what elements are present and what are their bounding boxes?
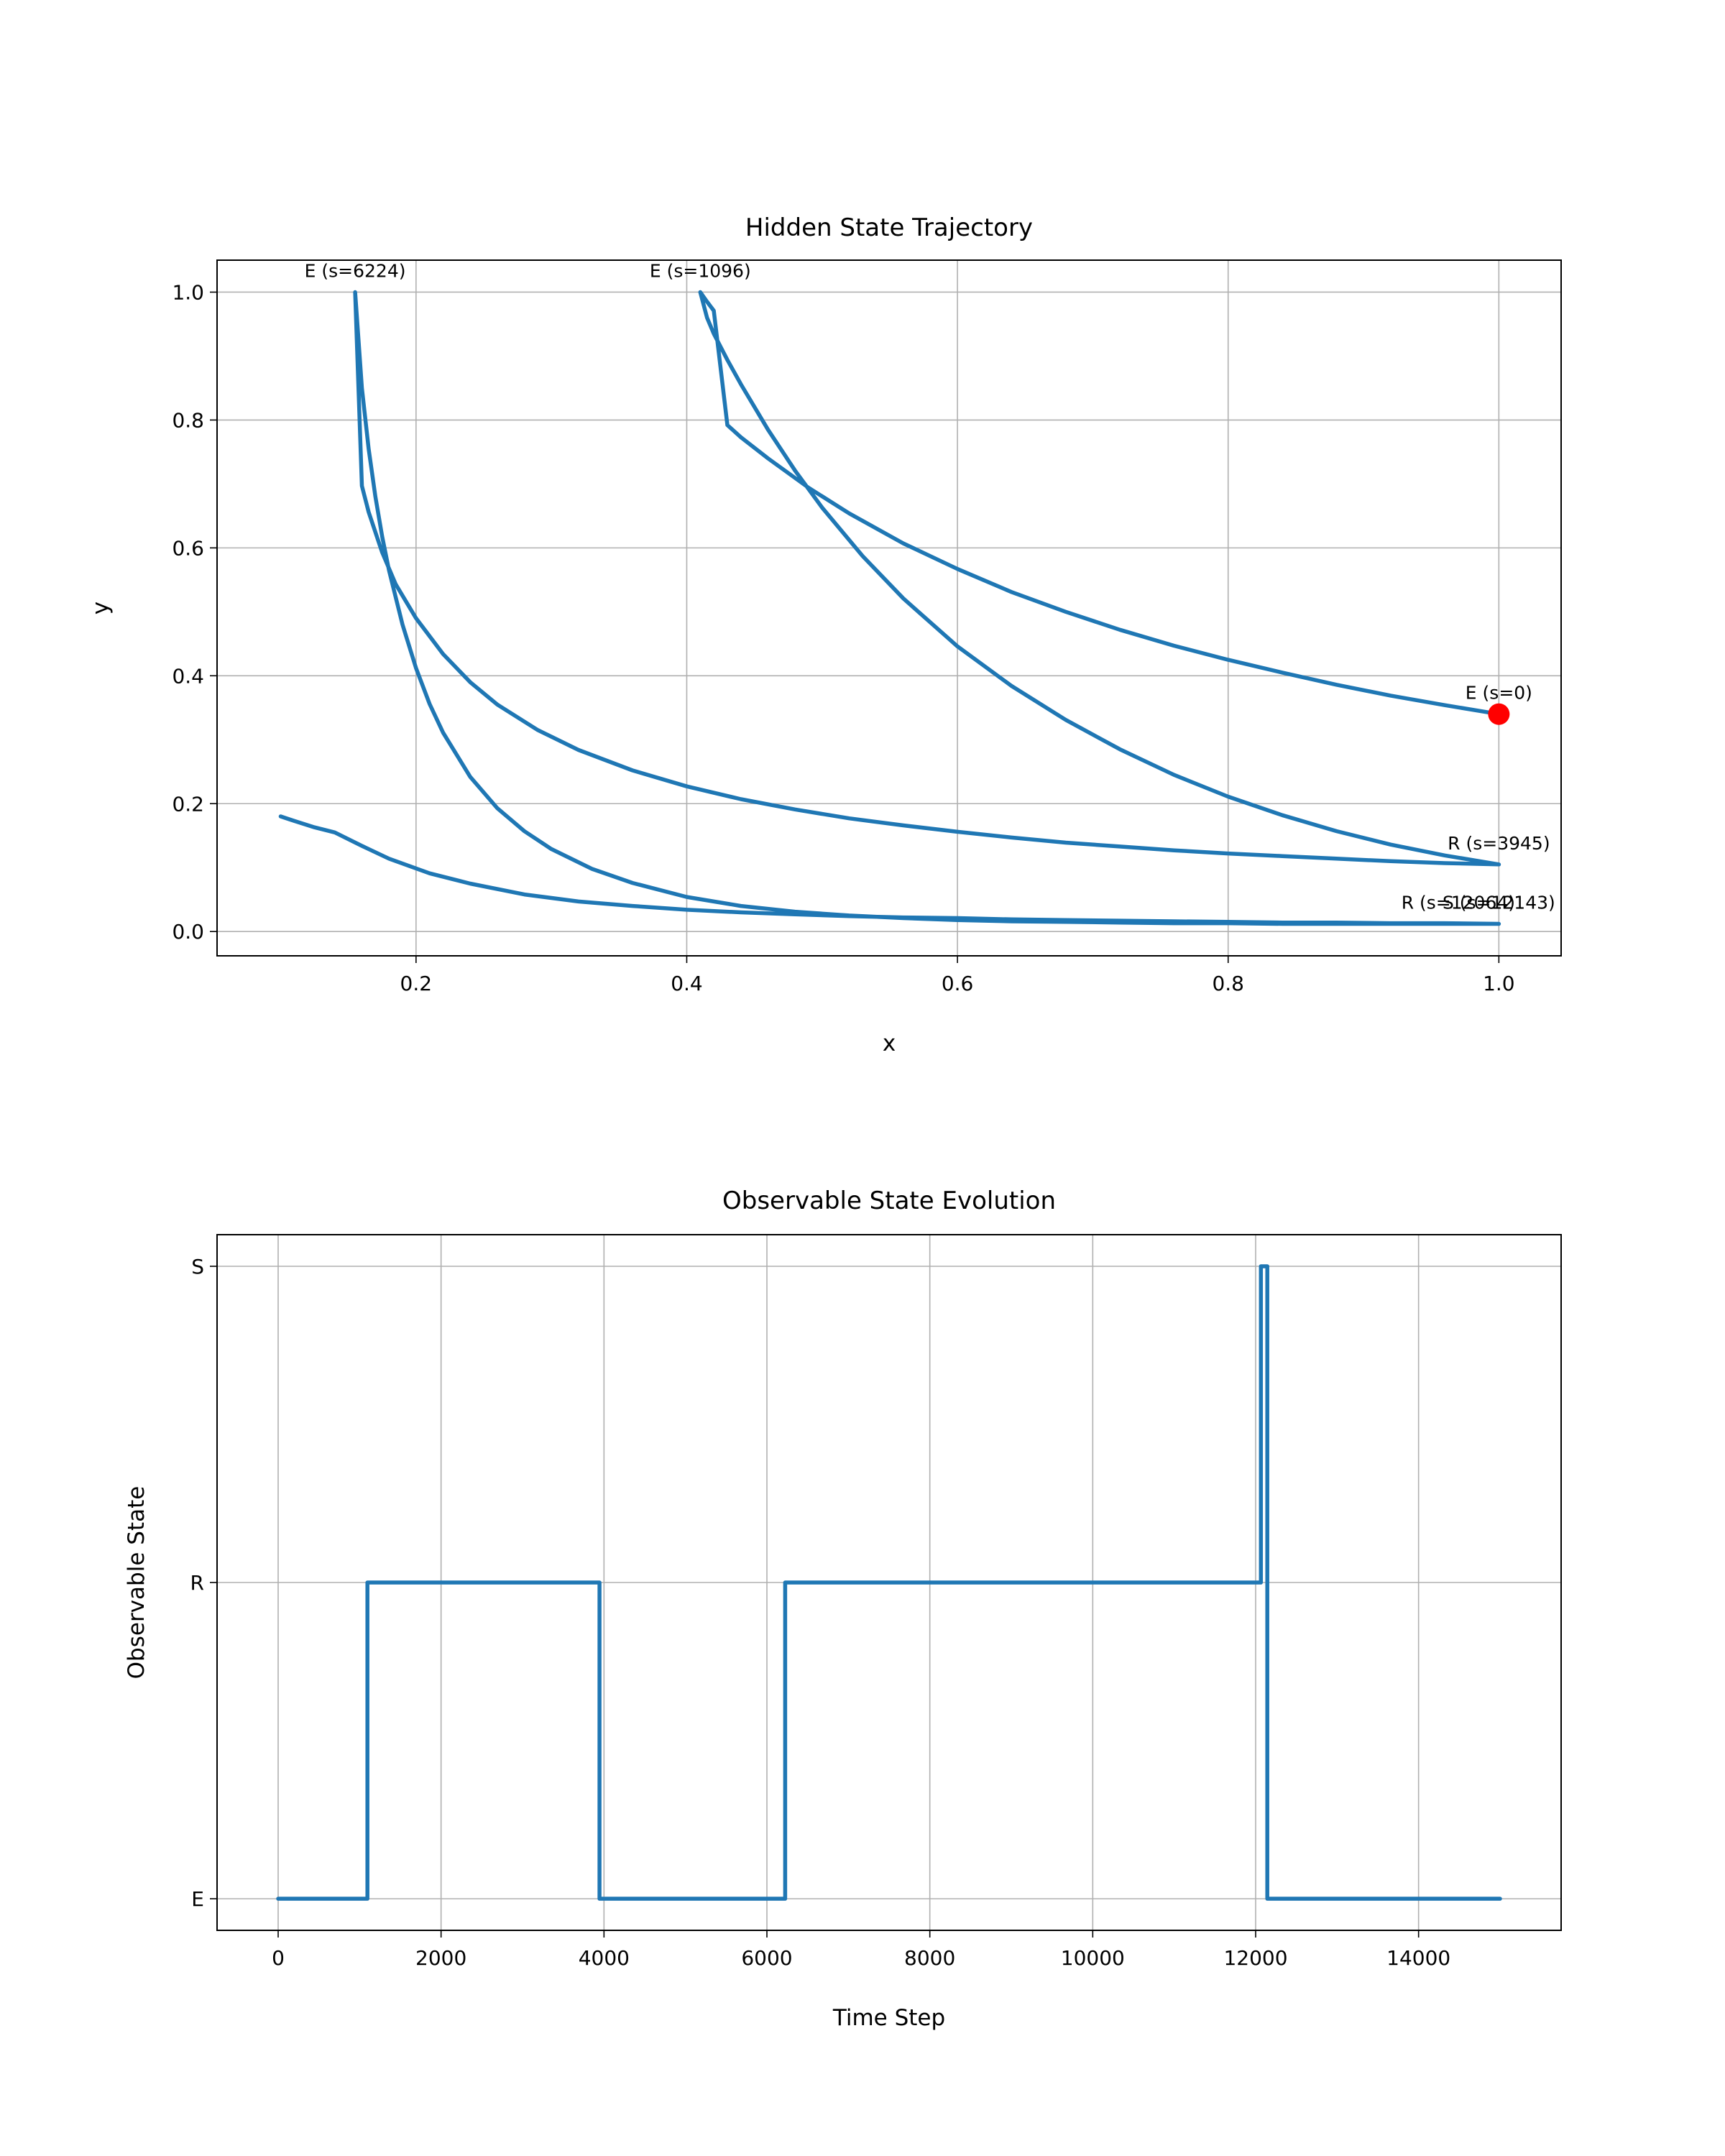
annotations: E (s=6224) E (s=1096) E (s=0) R (s=3945) R (…: [305, 260, 1555, 913]
x-tick-label: 2000: [415, 1946, 466, 1970]
point-annotation: E (s=0): [1466, 683, 1532, 704]
x-tick-label: 6000: [741, 1946, 792, 1970]
y-tick-label: 0.6: [172, 536, 204, 560]
y-tick-label: S: [191, 1255, 204, 1279]
observable-state-evolution-chart: Observable State Evolution 0 2000 4000 6000…: [124, 1187, 1562, 2031]
y-tick-label: E: [191, 1887, 204, 1911]
point-annotation: S (s=12143): [1443, 893, 1555, 913]
axes-frame: [216, 259, 1562, 957]
point-annotation: R (s=12064): [1402, 893, 1515, 913]
x-tick-label: 0.6: [942, 972, 974, 995]
y-tick-label: 0.8: [172, 408, 204, 432]
series-line: [276, 1264, 1502, 1901]
x-ticks: 0 2000 4000 6000 8000 10000 12000 14000: [272, 1930, 1450, 1970]
x-tick-label: 8000: [904, 1946, 955, 1970]
y-tick-label: 0.4: [172, 664, 204, 688]
grid: [217, 260, 1561, 956]
x-tick-label: 0.2: [400, 972, 433, 995]
x-tick-label: 12000: [1223, 1946, 1287, 1970]
x-tick-label: 4000: [579, 1946, 630, 1970]
x-tick-label: 14000: [1386, 1946, 1450, 1970]
series-line: [278, 290, 1501, 926]
y-tick-label: R: [190, 1571, 204, 1595]
point-annotation: E (s=1096): [650, 260, 751, 281]
x-tick-label: 1.0: [1483, 972, 1515, 995]
x-axis-label: x: [883, 1031, 896, 1056]
x-tick-label: 10000: [1061, 1946, 1125, 1970]
y-axis-label: y: [88, 602, 114, 614]
y-axis-label: Observable State: [124, 1486, 150, 1680]
y-tick-label: 0.0: [172, 920, 204, 944]
point-annotation: R (s=3945): [1448, 833, 1550, 854]
y-tick-label: 0.2: [172, 792, 204, 816]
point-annotation: E (s=6224): [305, 260, 406, 281]
x-ticks: 0.2 0.4 0.6 0.8 1.0: [400, 956, 1515, 995]
y-tick-label: 1.0: [172, 280, 204, 304]
series-lines: [278, 290, 1501, 926]
x-tick-label: 0: [272, 1946, 285, 1970]
x-tick-label: 0.8: [1212, 972, 1244, 995]
chart-title: Observable State Evolution: [722, 1187, 1056, 1215]
y-ticks: 0.0 0.2 0.4 0.6 0.8 1.0: [172, 280, 217, 944]
x-axis-label: Time Step: [832, 2005, 945, 2031]
x-tick-label: 0.4: [671, 972, 703, 995]
y-ticks: E R S: [190, 1255, 217, 1911]
chart-title: Hidden State Trajectory: [745, 213, 1033, 242]
hidden-state-trajectory-chart: Hidden State Trajectory E (s=6224) E (s=1…: [88, 213, 1562, 1056]
markers: [1488, 703, 1510, 725]
start-point-marker: [1488, 703, 1510, 725]
series-lines: [276, 1264, 1502, 1901]
